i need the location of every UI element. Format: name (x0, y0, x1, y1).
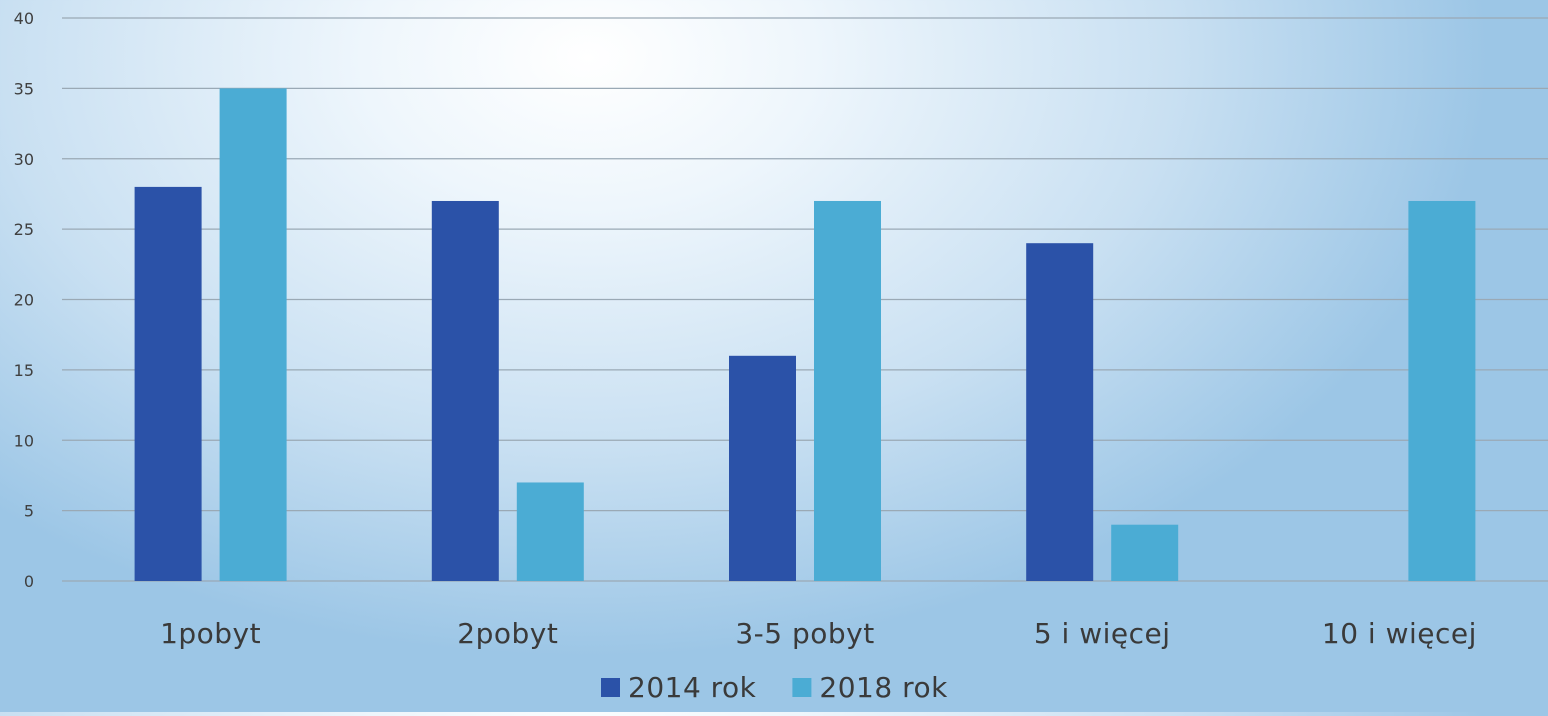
bar-series-1 (431, 200, 499, 581)
y-tick-label: 20 (14, 291, 34, 310)
bars (134, 88, 1476, 581)
y-tick-label: 10 (14, 431, 34, 450)
y-tick-label: 40 (14, 9, 34, 28)
bar-series-2 (219, 88, 287, 581)
bar-series-1 (134, 186, 202, 581)
bar-series-2 (1408, 200, 1476, 581)
y-tick-label: 5 (24, 502, 34, 521)
legend-swatch (601, 678, 620, 697)
legend-swatch (792, 678, 812, 697)
y-tick-label: 15 (14, 361, 34, 380)
x-category-label: 3-5 pobyt (735, 617, 874, 650)
y-tick-label: 0 (24, 572, 34, 591)
bar-series-1 (1026, 243, 1094, 581)
x-axis-categories: 1pobyt 2pobyt 3-5 pobyt 5 i więcej 10 i więc… (160, 617, 1477, 650)
legend: 2014 rok 2018 rok (601, 671, 948, 704)
y-tick-label: 35 (14, 79, 34, 98)
y-axis-ticks: 0 5 10 15 20 25 30 35 40 (14, 9, 34, 591)
bar-series-1 (729, 355, 796, 581)
bar-series-2 (1111, 524, 1179, 581)
gridlines (62, 17, 1548, 582)
x-category-label: 5 i więcej (1034, 617, 1171, 650)
legend-label: 2018 rok (819, 671, 948, 704)
x-category-label: 2pobyt (457, 617, 558, 650)
x-category-label: 1pobyt (160, 617, 261, 650)
y-tick-label: 30 (14, 150, 34, 169)
bar-series-2 (814, 200, 881, 581)
bar-series-2 (516, 482, 584, 581)
x-category-label: 10 i więcej (1322, 617, 1477, 650)
y-tick-label: 25 (14, 220, 34, 239)
legend-label: 2014 rok (628, 671, 757, 704)
